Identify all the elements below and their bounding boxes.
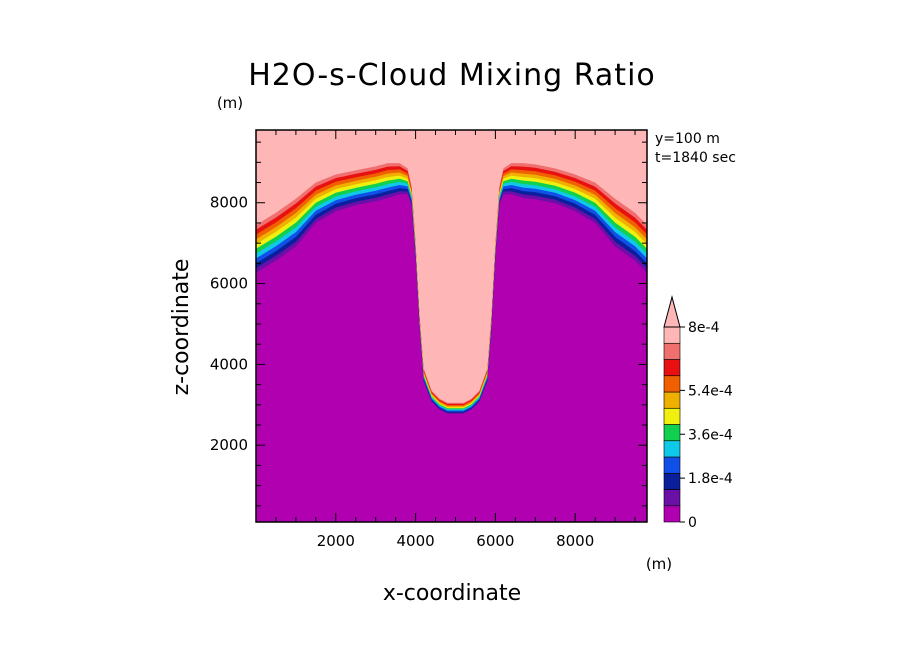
colorbar-cell-9 — [663, 359, 681, 377]
y-tick-label: 8000 — [210, 194, 248, 212]
colorbar-cell-10 — [663, 342, 681, 360]
y-axis-label: z-coordinate — [169, 259, 194, 396]
colorbar-cell-0 — [663, 505, 681, 523]
colorbar-cell-5 — [663, 424, 681, 442]
colorbar-tick-label: 3.6e-4 — [688, 427, 733, 443]
y-tick-label: 6000 — [210, 275, 248, 293]
x-tick-label: 8000 — [556, 532, 594, 550]
colorbar-cell-6 — [663, 407, 681, 425]
x-tick-label: 2000 — [317, 532, 355, 550]
contour-band-0 — [256, 194, 647, 522]
colorbar-cell-1 — [663, 489, 681, 507]
annotation-y: y=100 m — [655, 131, 720, 147]
colorbar-cell-4 — [663, 440, 681, 458]
colorbar-tick-label: 1.8e-4 — [688, 471, 733, 487]
plot-frame — [255, 129, 648, 523]
colorbar-cell-3 — [663, 456, 681, 474]
colorbar-tick-label: 8e-4 — [688, 320, 720, 336]
y-tick-label: 2000 — [210, 436, 248, 454]
annotation-t: t=1840 sec — [655, 150, 736, 166]
chart-title: H2O-s-Cloud Mixing Ratio — [248, 58, 656, 93]
colorbar-extend-arrow — [663, 295, 681, 328]
colorbar-tick-label: 5.4e-4 — [688, 383, 733, 399]
x-axis-label: x-coordinate — [383, 581, 521, 606]
colorbar-cell-8 — [663, 375, 681, 393]
y-tick-label: 4000 — [210, 355, 248, 373]
plot-area — [256, 130, 647, 522]
x-unit-label: (m) — [646, 555, 672, 573]
x-tick-label: 6000 — [476, 532, 514, 550]
colorbar-cell-7 — [663, 391, 681, 409]
colorbar-tick-label: 0 — [688, 515, 697, 531]
colorbar: 0 1.8e-4 3.6e-4 5.4e-4 8e-4 — [663, 295, 733, 531]
x-tick-label: 4000 — [396, 532, 434, 550]
axes: 2000 4000 6000 8000 2000 4000 6000 8000 — [210, 129, 648, 550]
colorbar-cell-2 — [663, 472, 681, 490]
y-unit-label: (m) — [217, 94, 243, 112]
colorbar-cell-11 — [663, 326, 681, 344]
